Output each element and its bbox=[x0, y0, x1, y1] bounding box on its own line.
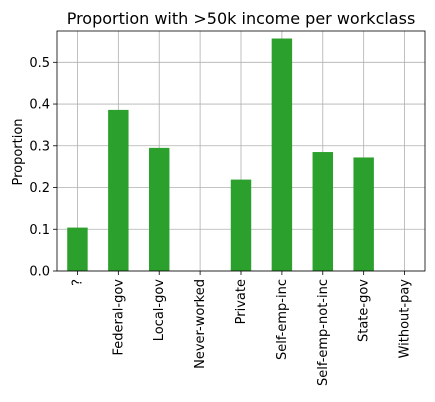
y-axis-label: Proportion bbox=[11, 118, 26, 185]
x-tick-label: Self-emp-not-inc bbox=[316, 279, 331, 386]
bar bbox=[312, 152, 333, 271]
chart-title: Proportion with >50k income per workclas… bbox=[67, 9, 416, 28]
y-tick-label: 0.5 bbox=[29, 56, 50, 71]
y-tick-label: 0.2 bbox=[29, 181, 50, 196]
bar bbox=[108, 109, 129, 271]
y-tick-label: 0.1 bbox=[29, 223, 50, 238]
bar bbox=[353, 157, 374, 271]
x-tick-label: Local-gov bbox=[152, 279, 167, 342]
x-tick-label: Federal-gov bbox=[111, 279, 126, 356]
x-tick-label: Never-worked bbox=[193, 279, 208, 369]
y-tick-label: 0.0 bbox=[29, 265, 50, 280]
x-tick-label: State-gov bbox=[357, 279, 372, 342]
y-tick-label: 0.4 bbox=[29, 98, 50, 113]
x-tick-label: Self-emp-inc bbox=[275, 279, 290, 360]
y-tick-label: 0.3 bbox=[29, 139, 50, 154]
bars bbox=[67, 38, 374, 271]
x-tick-label: Without-pay bbox=[398, 279, 413, 359]
x-tick-label: ? bbox=[70, 279, 85, 286]
y-axis-ticks: 0.0 0.1 0.2 0.3 0.4 0.5 bbox=[29, 56, 57, 280]
x-axis-ticks: ? Federal-gov Local-gov Never-worked Private… bbox=[70, 271, 413, 386]
bar bbox=[67, 227, 88, 271]
x-tick-label: Private bbox=[234, 279, 249, 324]
bar bbox=[149, 147, 170, 271]
bar bbox=[230, 179, 252, 271]
bar bbox=[271, 38, 293, 271]
